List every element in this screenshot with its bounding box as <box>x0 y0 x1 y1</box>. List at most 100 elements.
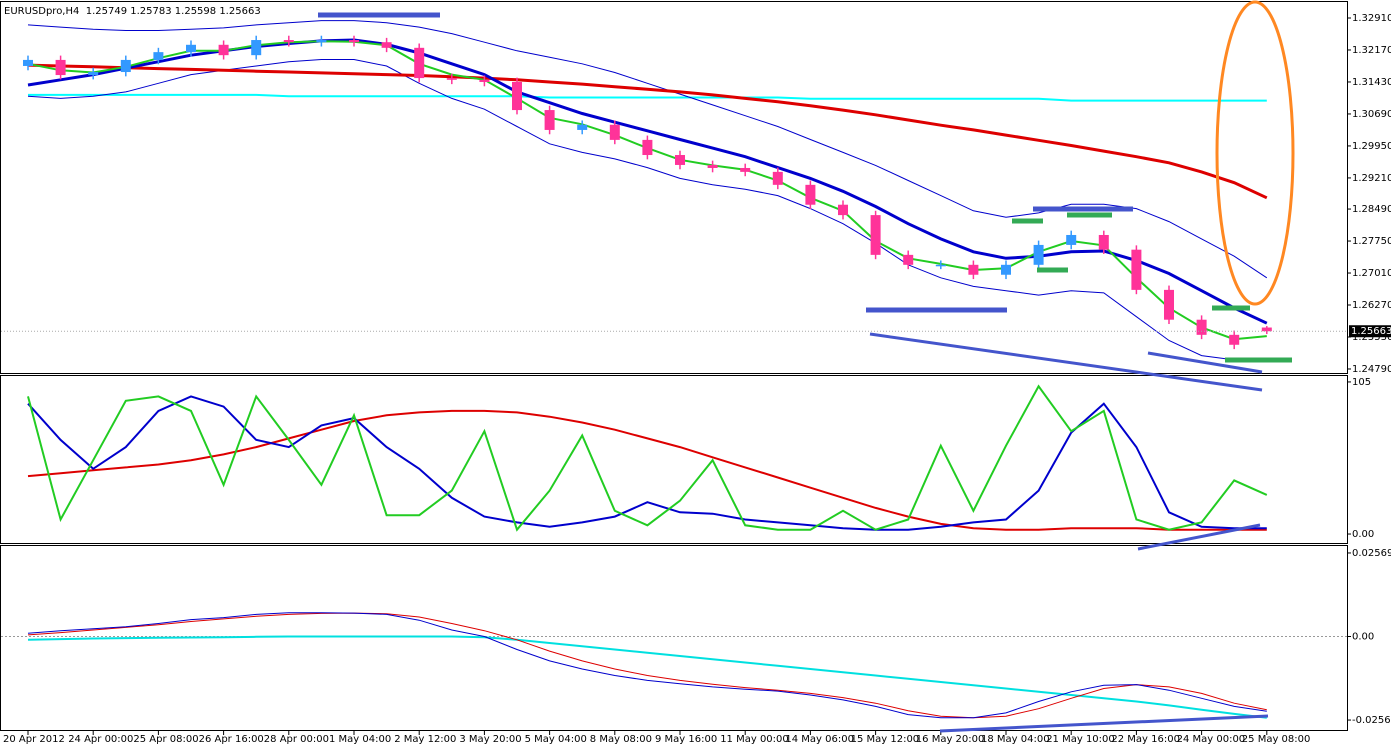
candle-body <box>772 171 783 185</box>
candle-body <box>1098 234 1109 250</box>
y-tick-label: 1.30690 <box>1352 109 1391 120</box>
x-tick-label: 18 May 04:00 <box>981 734 1050 745</box>
candle-body <box>740 167 751 172</box>
indicator-line <box>27 63 1268 200</box>
last-price-label: 1.25663 <box>1351 326 1391 337</box>
candle-body <box>186 44 196 53</box>
y-tick-label: 1.29950 <box>1352 141 1391 152</box>
y-tick-label: 1.32170 <box>1352 45 1391 56</box>
y-tick-label: 0.00 <box>1352 632 1374 643</box>
y-tick-label: 1.24790 <box>1352 364 1391 375</box>
x-tick-label: 20 Apr 2012 <box>3 734 65 745</box>
candle-body <box>479 79 490 82</box>
candle-body <box>88 72 99 76</box>
y-tick-label: 1.32910 <box>1352 13 1391 24</box>
chart-title: EURUSDpro,H4 1.25749 1.25783 1.25598 1.2… <box>4 6 261 17</box>
x-tick-label: 14 May 06:00 <box>785 734 854 745</box>
candle-body <box>707 164 718 168</box>
drawn-ellipse <box>1215 0 1295 306</box>
candle-body <box>577 124 588 130</box>
candle-body <box>838 204 848 216</box>
y-tick-label: 0.02569 <box>1352 548 1391 559</box>
candle-body <box>609 124 620 140</box>
x-tick-label: 1 May 04:00 <box>329 734 391 745</box>
y-tick-label: -0.02569 <box>1352 715 1391 726</box>
y-tick-label: 1.25530 <box>1352 332 1391 343</box>
candle-body <box>903 254 914 265</box>
indicator-line <box>28 93 1267 102</box>
candle-body <box>23 59 33 66</box>
y-tick-label: 1.28490 <box>1352 204 1391 215</box>
candle-body <box>446 78 457 80</box>
candle-body <box>153 52 164 60</box>
x-tick-label: 25 May 08:00 <box>1242 734 1311 745</box>
oscillator-pane-frame <box>0 375 1348 544</box>
candle-body <box>218 44 229 56</box>
indicator-line <box>27 635 1267 719</box>
indicator-line <box>27 384 1268 532</box>
candle-body <box>870 215 881 255</box>
candle-body <box>414 47 425 79</box>
candle-body <box>968 264 979 275</box>
y-tick-label: 1.31430 <box>1352 77 1391 88</box>
candle-body <box>1033 244 1044 265</box>
x-tick-label: 2 May 12:00 <box>394 734 456 745</box>
candle-body <box>55 59 66 76</box>
indicator-line <box>27 409 1267 531</box>
y-tick-label: 1.27010 <box>1352 268 1391 279</box>
candle-body <box>805 184 816 205</box>
candle-body <box>1131 249 1142 290</box>
plot-layer: 1.32910 1.32170 1.31430 1.30690 1.29950 1.292… <box>1 13 1391 745</box>
x-tick-label: 9 May 16:00 <box>655 734 717 745</box>
candle-body <box>1001 264 1011 275</box>
candle-body <box>120 59 131 73</box>
y-tick-label: 0.00 <box>1352 529 1374 540</box>
x-tick-label: 11 May 00:00 <box>720 734 789 745</box>
x-tick-label: 16 May 20:00 <box>916 734 985 745</box>
x-tick-label: 26 Apr 16:00 <box>199 734 264 745</box>
y-tick-label: 1.26270 <box>1352 300 1391 311</box>
macd-pane-frame <box>0 545 1348 731</box>
x-tick-label: 21 May 10:00 <box>1046 734 1115 745</box>
candle-body <box>1261 327 1272 332</box>
candle-body <box>544 110 555 130</box>
y-tick-label: 1.27750 <box>1352 236 1391 247</box>
candle-body <box>1229 334 1240 345</box>
x-tick-label: 28 Apr 00:00 <box>264 734 329 745</box>
x-tick-label: 22 May 16:00 <box>1111 734 1180 745</box>
drawn-trendline <box>1147 351 1263 374</box>
x-tick-label: 24 Apr 00:00 <box>68 734 133 745</box>
pane-frames <box>0 1 1348 731</box>
candle-body <box>1196 319 1207 335</box>
candle-body <box>283 40 294 43</box>
candle-body <box>381 42 392 48</box>
indicator-line <box>27 612 1267 719</box>
candle-body <box>316 40 327 43</box>
indicator-line <box>27 612 1267 719</box>
candle-body <box>1164 289 1174 320</box>
y-tick-label: 1.29210 <box>1352 173 1391 184</box>
candle-body <box>1066 234 1077 245</box>
indicator-line <box>27 395 1267 531</box>
x-tick-label: 24 May 00:00 <box>1177 734 1246 745</box>
x-tick-label: 8 May 08:00 <box>590 734 652 745</box>
y-tick-label: 105 <box>1352 377 1371 388</box>
candle-body <box>675 155 685 165</box>
candle-body <box>349 40 359 43</box>
last-price-box <box>1349 325 1391 338</box>
candle-body <box>935 264 946 267</box>
drawn-trendline <box>869 332 1263 392</box>
indicator-line <box>27 59 1267 361</box>
candle-body <box>251 40 262 56</box>
x-tick-label: 25 Apr 08:00 <box>133 734 198 745</box>
x-tick-label: 15 May 12:00 <box>851 734 920 745</box>
main-pane-frame <box>0 1 1348 374</box>
drawn-trendline <box>1137 523 1261 551</box>
candle-body <box>642 139 653 156</box>
drawn-trendline <box>939 714 1269 733</box>
candle-body <box>512 81 522 111</box>
x-tick-label: 3 May 20:00 <box>459 734 521 745</box>
x-tick-label: 5 May 04:00 <box>525 734 587 745</box>
user-drawings <box>318 0 1295 733</box>
